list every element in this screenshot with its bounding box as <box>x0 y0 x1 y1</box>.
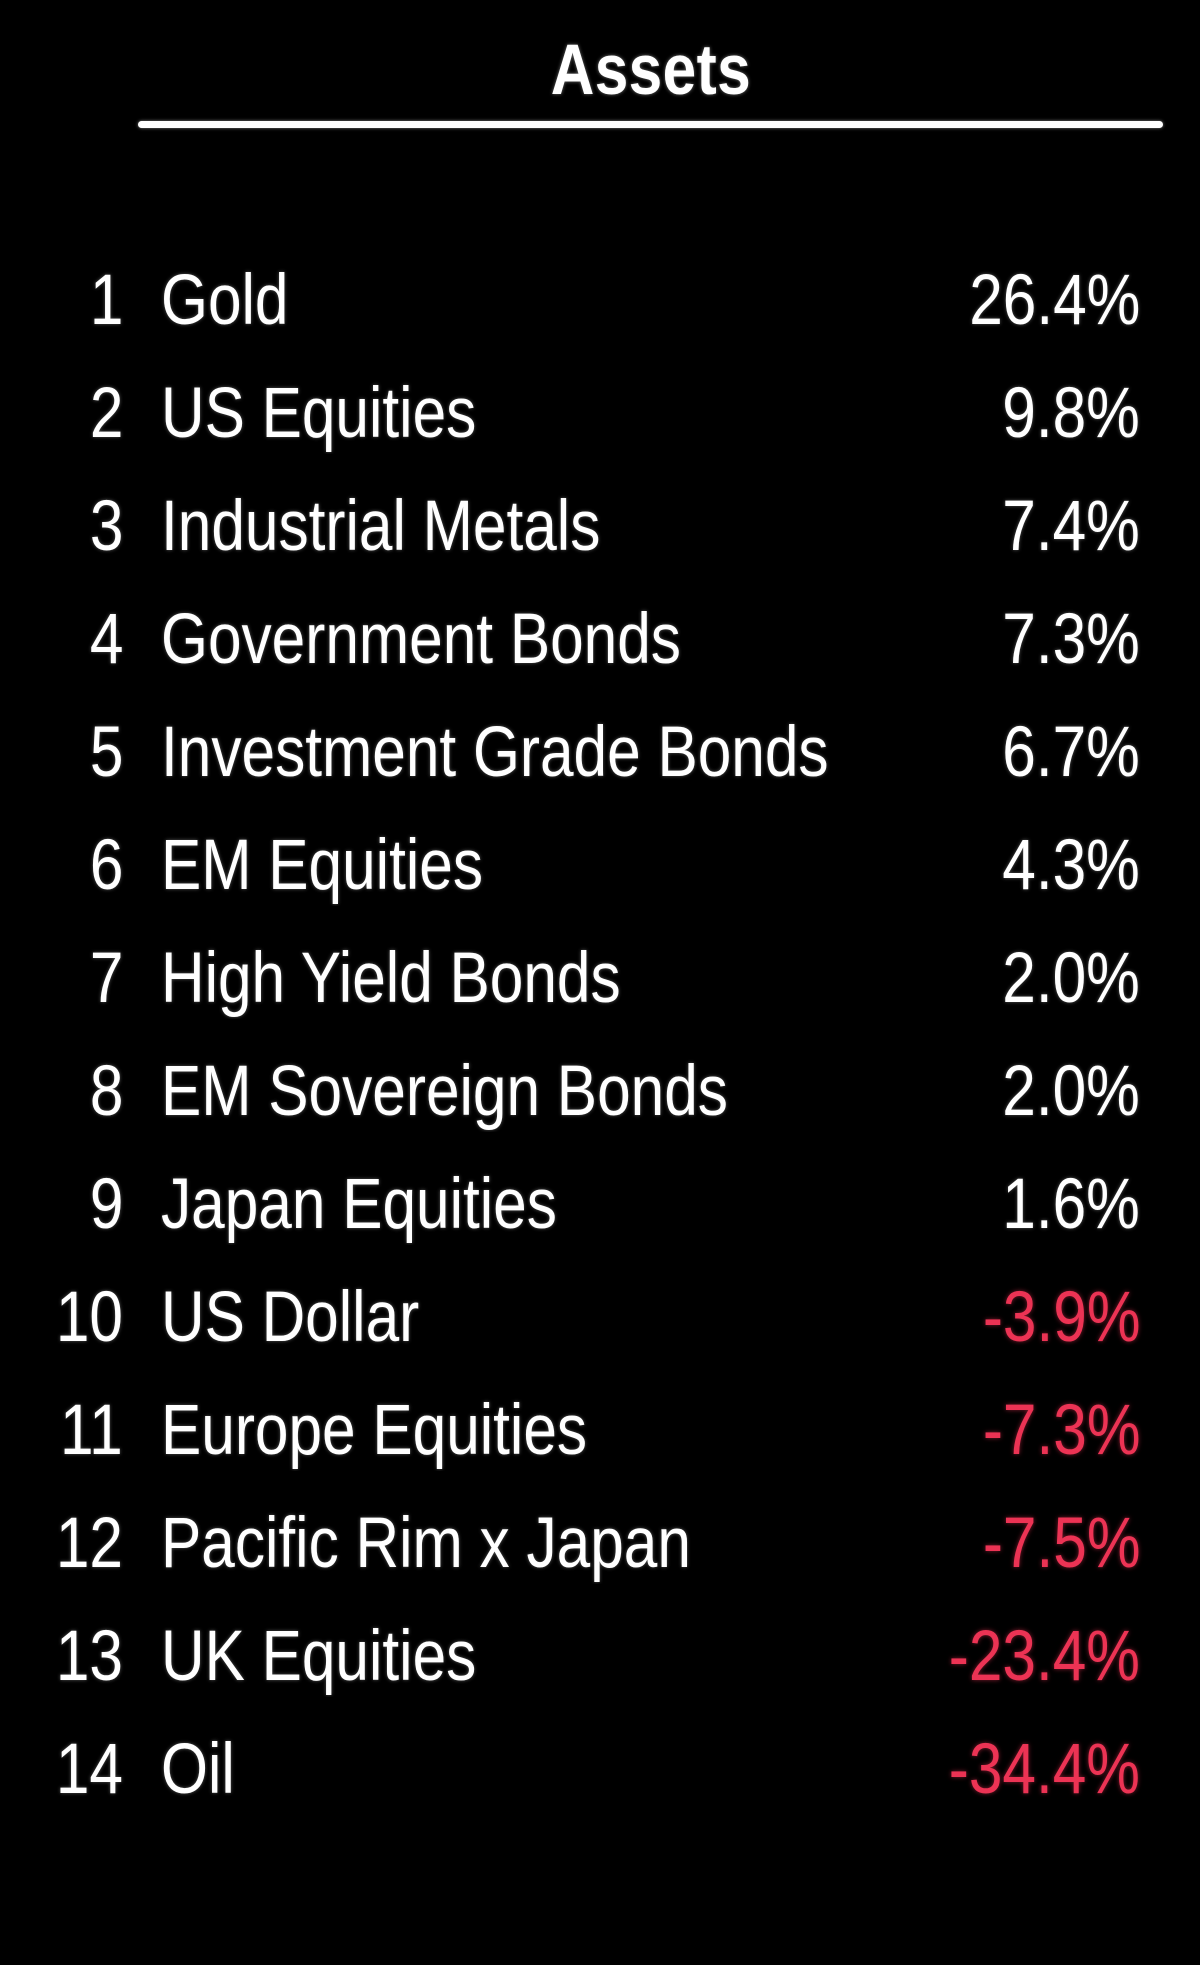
table-row: 3 Industrial Metals 7.4% <box>0 470 1200 583</box>
row-asset-label: Oil <box>161 1730 235 1809</box>
assets-table: 1 Gold 26.4% 2 US Equities 9.8% 3 Indust… <box>0 244 1200 1826</box>
table-row: 2 US Equities 9.8% <box>0 357 1200 470</box>
row-asset-label: US Dollar <box>161 1278 420 1357</box>
table-row: 8 EM Sovereign Bonds 2.0% <box>0 1035 1200 1148</box>
row-value: -34.4% <box>948 1730 1140 1809</box>
table-row: 11 Europe Equities -7.3% <box>0 1374 1200 1487</box>
row-value: 7.4% <box>1002 487 1140 566</box>
row-asset-label: EM Equities <box>161 826 484 905</box>
row-rank: 7 <box>89 939 123 1018</box>
row-rank: 13 <box>55 1617 123 1696</box>
row-asset-label: Pacific Rim x Japan <box>161 1504 691 1583</box>
row-asset-label: EM Sovereign Bonds <box>161 1052 728 1131</box>
table-row: 13 UK Equities -23.4% <box>0 1600 1200 1713</box>
row-asset-label: Investment Grade Bonds <box>161 713 829 792</box>
title-underline <box>138 121 1163 128</box>
row-asset-label: Industrial Metals <box>161 487 601 566</box>
row-value: 6.7% <box>1002 713 1140 792</box>
row-rank: 3 <box>89 487 123 566</box>
table-row: 1 Gold 26.4% <box>0 244 1200 357</box>
row-rank: 14 <box>55 1730 123 1809</box>
table-row: 7 High Yield Bonds 2.0% <box>0 922 1200 1035</box>
table-row: 10 US Dollar -3.9% <box>0 1261 1200 1374</box>
table-row: 4 Government Bonds 7.3% <box>0 583 1200 696</box>
row-value: 7.3% <box>1002 600 1140 679</box>
row-rank: 9 <box>89 1165 123 1244</box>
row-value: 2.0% <box>1002 939 1140 1018</box>
row-value: 26.4% <box>968 261 1140 340</box>
row-asset-label: Government Bonds <box>161 600 681 679</box>
row-value: 2.0% <box>1002 1052 1140 1131</box>
row-asset-label: Japan Equities <box>161 1165 557 1244</box>
row-asset-label: US Equities <box>161 374 477 453</box>
row-value: -7.5% <box>982 1504 1140 1583</box>
page-title-wrap: Assets <box>138 18 1163 122</box>
row-rank: 5 <box>89 713 123 792</box>
row-rank: 11 <box>60 1391 123 1470</box>
row-rank: 6 <box>89 826 123 905</box>
row-asset-label: Gold <box>161 261 289 340</box>
page-title: Assets <box>550 30 751 110</box>
row-rank: 10 <box>55 1278 123 1357</box>
row-value: -23.4% <box>948 1617 1140 1696</box>
table-row: 5 Investment Grade Bonds 6.7% <box>0 696 1200 809</box>
row-rank: 8 <box>89 1052 123 1131</box>
row-value: -7.3% <box>982 1391 1140 1470</box>
row-value: 1.6% <box>1002 1165 1140 1244</box>
table-row: 12 Pacific Rim x Japan -7.5% <box>0 1487 1200 1600</box>
row-rank: 2 <box>89 374 123 453</box>
row-asset-label: Europe Equities <box>161 1391 588 1470</box>
row-value: 4.3% <box>1002 826 1140 905</box>
row-asset-label: High Yield Bonds <box>161 939 621 1018</box>
table-row: 14 Oil -34.4% <box>0 1713 1200 1826</box>
row-asset-label: UK Equities <box>161 1617 477 1696</box>
table-row: 6 EM Equities 4.3% <box>0 809 1200 922</box>
table-row: 9 Japan Equities 1.6% <box>0 1148 1200 1261</box>
row-rank: 12 <box>55 1504 123 1583</box>
row-rank: 1 <box>89 261 123 340</box>
row-value: -3.9% <box>982 1278 1140 1357</box>
row-value: 9.8% <box>1002 374 1140 453</box>
row-rank: 4 <box>89 600 123 679</box>
